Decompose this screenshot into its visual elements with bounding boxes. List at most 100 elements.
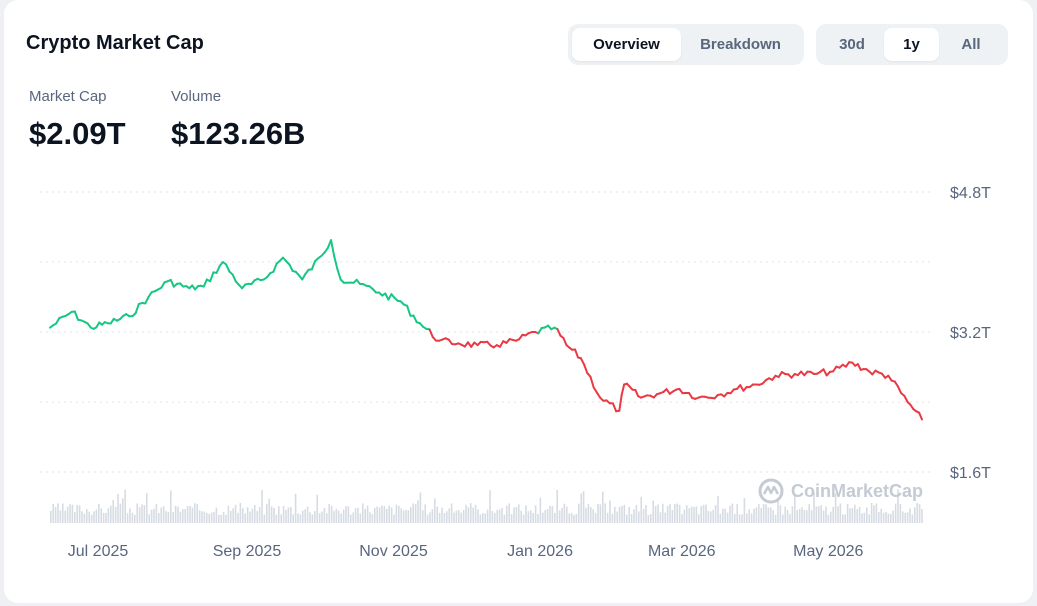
volume-bar: [292, 514, 294, 523]
price-line-segment: [822, 368, 828, 377]
volume-bar: [566, 506, 568, 523]
volume-bar: [513, 507, 515, 523]
volume-bar: [911, 514, 914, 523]
volume-bar: [549, 505, 551, 523]
volume-bar: [270, 506, 273, 523]
volume-bar: [844, 514, 846, 523]
volume-bar: [813, 492, 815, 523]
volume-bar: [666, 506, 669, 523]
volume-bar: [417, 500, 419, 523]
volume-bar: [482, 513, 484, 523]
price-line-segment: [412, 314, 418, 324]
volume-bar: [234, 504, 237, 523]
volume-bar: [712, 509, 714, 523]
price-line-segment: [330, 239, 336, 258]
volume-bar: [784, 506, 786, 523]
volume-bar: [275, 514, 278, 523]
volume-bar: [172, 512, 174, 523]
volume-bar: [174, 505, 177, 523]
volume-bar: [227, 505, 230, 523]
volume-bar: [316, 494, 318, 523]
price-line-segment: [231, 273, 237, 283]
price-line-segment: [562, 337, 568, 347]
volume-bar: [81, 511, 83, 523]
tab-overview[interactable]: Overview: [572, 28, 681, 61]
volume-bar: [914, 507, 916, 523]
volume-bar: [515, 506, 518, 523]
volume-bar: [698, 514, 700, 523]
market-cap-card: [4, 0, 1033, 603]
volume-bar: [88, 511, 90, 523]
volume-bar: [448, 508, 450, 523]
volume-bar: [484, 513, 486, 523]
volume-bar: [131, 512, 134, 523]
range-30d[interactable]: 30d: [839, 36, 865, 53]
volume-bar: [714, 505, 717, 523]
price-line-segment: [169, 278, 175, 288]
volume-bar: [542, 512, 544, 523]
volume-bar: [340, 513, 342, 523]
volume-bar: [278, 506, 280, 523]
volume-bar: [863, 512, 866, 523]
volume-bar: [342, 509, 345, 523]
volume-bar: [364, 508, 366, 523]
volume-bar: [722, 508, 724, 523]
price-line-segment: [611, 402, 618, 413]
volume-bar: [849, 508, 851, 523]
volume-bar: [755, 507, 758, 523]
price-line-segment: [310, 260, 317, 271]
volume-bar: [184, 509, 186, 523]
volume-bar: [254, 504, 256, 523]
volume-bar: [539, 497, 542, 523]
volume-bar: [688, 508, 690, 523]
volume-bar: [772, 510, 774, 523]
volume-bar: [702, 504, 705, 523]
volume-bar: [328, 504, 330, 523]
volume-bar: [602, 491, 604, 523]
range-all[interactable]: All: [961, 36, 981, 53]
volume-bar: [100, 508, 102, 523]
volume-bar: [861, 513, 863, 523]
volume-bar: [76, 504, 78, 523]
price-line-segment: [856, 363, 862, 371]
volume-bar: [419, 492, 422, 523]
price-line-segment: [134, 302, 140, 315]
volume-bar: [803, 509, 806, 523]
volume-bar: [352, 512, 354, 523]
volume-bar: [558, 510, 561, 523]
volume-bar: [141, 504, 143, 523]
volume-bar: [263, 514, 266, 523]
volume-bar: [669, 504, 671, 523]
volume-bars: [50, 489, 923, 523]
volume-bar: [222, 511, 225, 523]
range-1y[interactable]: 1y: [884, 28, 939, 61]
volume-bar: [690, 506, 693, 523]
volume-bar: [808, 504, 810, 523]
volume-bar: [251, 508, 254, 523]
volume-bar: [239, 503, 242, 523]
price-line-segment: [215, 264, 221, 274]
volume-bar: [532, 513, 534, 523]
volume-bar: [95, 509, 98, 523]
volume-bar: [232, 508, 234, 523]
volume-bar: [662, 503, 664, 523]
volume-bar: [686, 505, 688, 523]
tab-breakdown[interactable]: Breakdown: [700, 36, 781, 53]
volume-bar: [633, 509, 635, 523]
volume-bar: [650, 513, 652, 523]
volume-bar: [592, 509, 594, 523]
volume-bar: [806, 510, 808, 523]
volume-bar: [201, 511, 203, 523]
volume-bar: [114, 506, 117, 523]
volume-bar: [546, 508, 549, 523]
volume-bar: [657, 504, 659, 523]
volume-bar: [770, 507, 772, 523]
price-line-segment: [160, 281, 166, 289]
volume-bar: [506, 505, 508, 523]
volume-bar: [297, 513, 299, 523]
volume-bar: [453, 512, 455, 523]
volume-bar: [671, 509, 674, 523]
volume-bar: [638, 511, 640, 523]
volume-bar: [112, 500, 114, 523]
volume-bar: [136, 503, 138, 523]
